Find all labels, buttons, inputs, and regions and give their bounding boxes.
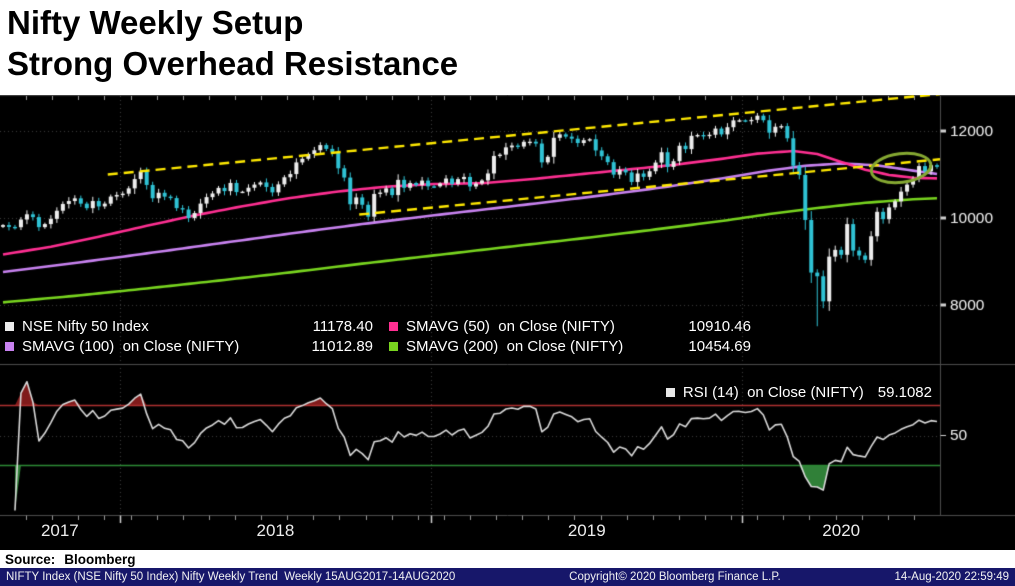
source-label: Source: (5, 551, 56, 567)
x-axis-year-label: 2019 (567, 521, 606, 540)
footer-timestamp: 14-Aug-2020 22:59:49 (894, 571, 1009, 583)
x-axis-year-label: 2017 (40, 521, 79, 540)
legend-value-smavg50: 10910.46 (688, 317, 751, 335)
footer-copyright-text: Copyright© 2020 Bloomberg Finance L.P. (569, 571, 781, 583)
chart-region[interactable]: NSE Nifty 50 Index 11178.40 SMAVG (50) o… (0, 95, 1015, 550)
series-swatch-smavg50-icon (389, 321, 398, 331)
legend-value-smavg200: 10454.69 (688, 337, 751, 355)
rsi-legend[interactable]: RSI (14) on Close (NIFTY) 59.1082 (665, 384, 932, 401)
x-axis-year-label: 2018 (256, 521, 295, 540)
title-line-2: Strong Overhead Resistance (7, 45, 459, 82)
legend-label-smavg50: SMAVG (50) on Close (NIFTY) (406, 317, 615, 335)
chart-header: Nifty Weekly Setup Strong Overhead Resis… (0, 0, 1015, 95)
legend-value-smavg100: 11012.89 (311, 337, 373, 355)
legend-item-nifty[interactable]: NSE Nifty 50 Index 11178.40 (5, 316, 383, 336)
legend-label-smavg200: SMAVG (200) on Close (NIFTY) (406, 337, 624, 355)
source-value: Bloomberg (64, 551, 136, 567)
footer-instrument-text: NIFTY Index (NSE Nifty 50 Index) Nifty W… (6, 571, 456, 583)
series-swatch-nifty-icon (5, 321, 14, 331)
legend-value-nifty: 11178.40 (312, 317, 373, 335)
legend-value-rsi: 59.1082 (877, 384, 932, 401)
footer-bar: NIFTY Index (NSE Nifty 50 Index) Nifty W… (0, 568, 1015, 586)
series-swatch-smavg100-icon (5, 341, 14, 351)
series-swatch-smavg200-icon (389, 341, 398, 351)
legend-label-rsi: RSI (14) on Close (NIFTY) (682, 384, 864, 401)
legend-item-smavg100[interactable]: SMAVG (100) on Close (NIFTY) 11012.89 (5, 336, 383, 356)
legend-label-smavg100: SMAVG (100) on Close (NIFTY) (22, 337, 240, 355)
title-line-1: Nifty Weekly Setup (7, 4, 304, 41)
legend-label-nifty: NSE Nifty 50 Index (22, 317, 149, 335)
x-axis-year-label: 2020 (822, 521, 861, 540)
legend-item-smavg50[interactable]: SMAVG (50) on Close (NIFTY) 10910.46 (389, 316, 761, 336)
source-bar: Source: Bloomberg (0, 550, 1015, 568)
price-rsi-chart-canvas[interactable] (0, 95, 1015, 550)
legend-item-smavg200[interactable]: SMAVG (200) on Close (NIFTY) 10454.69 (389, 336, 761, 356)
price-legend: NSE Nifty 50 Index 11178.40 SMAVG (50) o… (5, 316, 761, 356)
series-swatch-rsi-icon (665, 388, 675, 397)
